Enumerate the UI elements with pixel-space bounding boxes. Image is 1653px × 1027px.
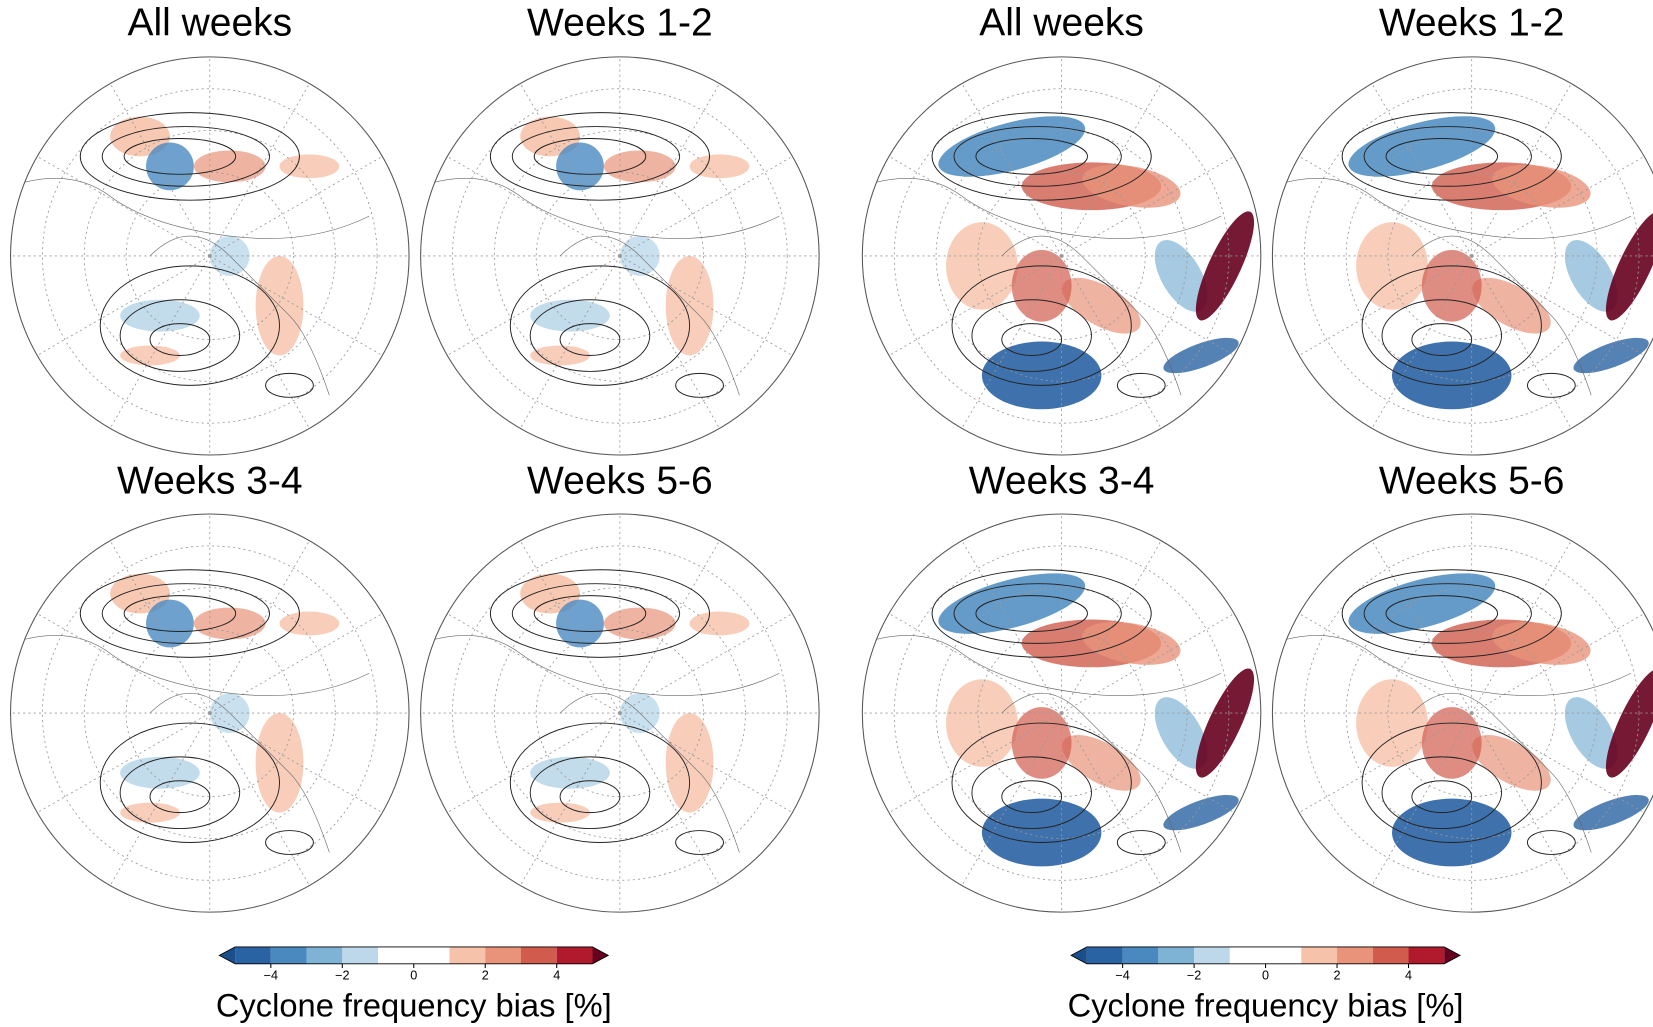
colorbar-tick-label: −4 (1115, 969, 1129, 983)
bias-area (120, 300, 200, 332)
colorbar-tick-label: 2 (482, 969, 489, 983)
colorbar-label: Cyclone frequency bias [%] (1068, 987, 1464, 1024)
bias-area (1422, 250, 1482, 322)
colorbar-segment (485, 947, 521, 964)
colorbar-extend-under (219, 947, 235, 964)
bias-area (120, 803, 180, 823)
colorbar-label: Cyclone frequency bias [%] (216, 987, 612, 1024)
bias-area (1356, 222, 1428, 310)
colorbar-segment (235, 947, 271, 964)
panel-title: Weeks 1-2 (1379, 2, 1565, 45)
colorbar-segment (271, 947, 307, 964)
bias-area (1356, 679, 1428, 767)
bias-area (530, 803, 590, 823)
bias-area (530, 757, 610, 789)
colorbar-tick-label: −2 (1187, 969, 1201, 983)
map (421, 514, 819, 912)
colorbar-segment (1409, 947, 1445, 964)
figure: All weeks Weeks 1-2 Weeks 3-4 Weeks 5-6 −4 −2… (0, 0, 1653, 1027)
colorbar-segment (1301, 947, 1337, 964)
panel-title: Weeks 3-4 (117, 460, 303, 503)
panel-title: Weeks 3-4 (969, 460, 1155, 503)
colorbar-extend-under (1071, 947, 1087, 964)
bias-area (1392, 799, 1512, 867)
map (421, 57, 819, 455)
colorbar-tick-label: 4 (553, 969, 560, 983)
panel-title: All weeks (979, 2, 1144, 45)
bias-area (556, 600, 604, 648)
colorbar-segment (1158, 947, 1194, 964)
bias-area (982, 342, 1102, 410)
bias-area (946, 222, 1018, 310)
colorbar-segment (521, 947, 557, 964)
bias-area (1392, 342, 1512, 410)
colorbar-segment (342, 947, 378, 964)
colorbar-segment (307, 947, 343, 964)
page: {"figures": [ {"panels": [{"title": "All… (0, 0, 1653, 1027)
panel-title: All weeks (127, 2, 292, 45)
panel-title: Weeks 1-2 (527, 2, 713, 45)
colorbar-segment (1230, 947, 1301, 964)
bias-area (530, 346, 590, 366)
panel-title: Weeks 5-6 (1379, 460, 1565, 503)
bias-area (982, 799, 1102, 867)
bias-area (120, 757, 200, 789)
colorbar-tick-label: 4 (1405, 969, 1412, 983)
figure-content: All weeks Weeks 1-2 Weeks 3-4 Weeks 5-6 −4 −2… (11, 2, 1653, 1024)
colorbar-tick-label: 2 (1334, 969, 1341, 983)
panel-title: Weeks 5-6 (527, 460, 713, 503)
bias-area (530, 300, 610, 332)
colorbar-segment (378, 947, 449, 964)
colorbar-segment (1373, 947, 1409, 964)
colorbar-tick-label: 0 (410, 969, 417, 983)
bias-area (1012, 707, 1072, 779)
bias-area (1012, 250, 1072, 322)
map (11, 514, 409, 912)
colorbar-segment (1087, 947, 1123, 964)
bias-area (556, 142, 604, 190)
colorbar-extend-over (592, 947, 608, 964)
bias-area (1422, 707, 1482, 779)
colorbar-segment (1194, 947, 1230, 964)
bias-area (946, 679, 1018, 767)
bias-area (146, 600, 194, 648)
colorbar-segment (557, 947, 593, 964)
colorbar-extend-over (1444, 947, 1460, 964)
bias-area (146, 142, 194, 190)
colorbar-segment (1337, 947, 1373, 964)
colorbar-segment (1123, 947, 1159, 964)
colorbar-tick-label: 0 (1262, 969, 1269, 983)
colorbar-segment (450, 947, 486, 964)
colorbar-tick-label: −4 (264, 969, 278, 983)
bias-area (120, 346, 180, 366)
map (11, 57, 409, 455)
colorbar-tick-label: −2 (335, 969, 349, 983)
